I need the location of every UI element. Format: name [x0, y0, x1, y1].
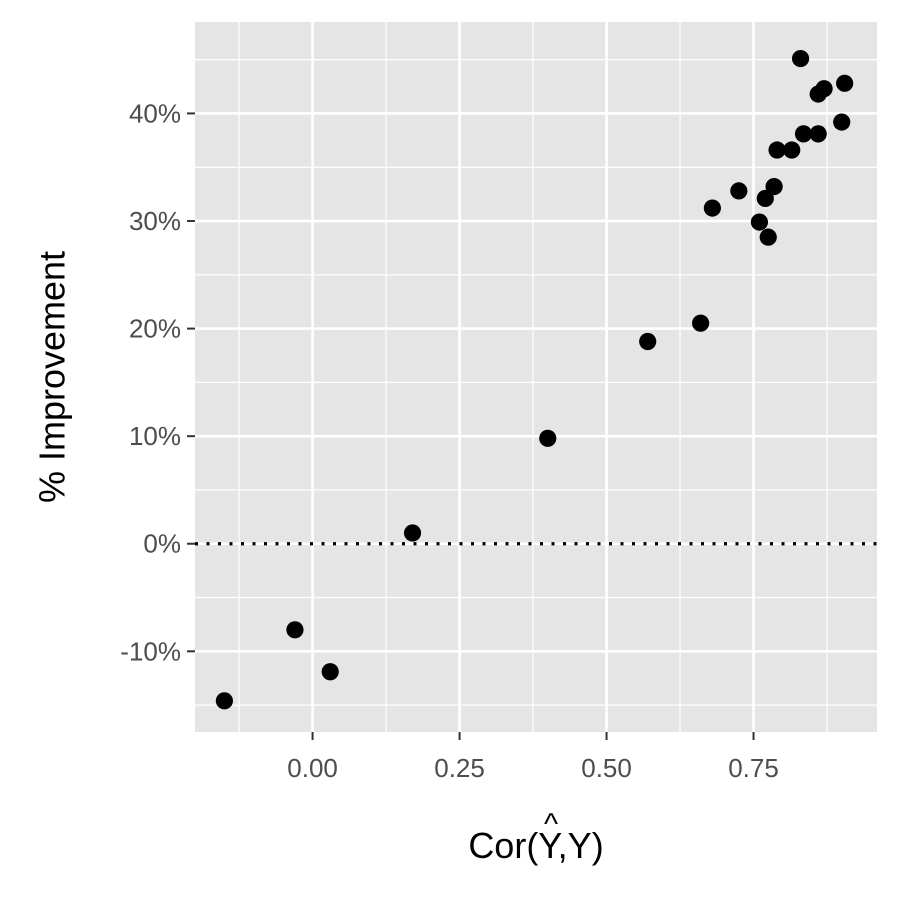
data-point: [768, 141, 786, 159]
data-point: [539, 429, 557, 447]
x-tick-label: 0.25: [434, 753, 485, 783]
x-axis-ticks: 0.00 0.25 0.50 0.75: [287, 732, 779, 783]
data-point: [215, 692, 233, 710]
data-point: [836, 74, 854, 92]
data-point: [703, 199, 721, 217]
data-point: [833, 113, 851, 131]
data-point: [730, 182, 748, 200]
data-points: [215, 49, 854, 710]
x-axis-title: Cor(Y,Y): [468, 825, 603, 866]
data-point: [403, 524, 422, 542]
data-point: [692, 314, 710, 332]
y-tick-label: 30%: [129, 206, 181, 236]
data-point: [750, 213, 769, 231]
x-tick-label: 0.50: [581, 753, 632, 783]
y-axis-title: % Improvement: [32, 251, 73, 503]
y-tick-label: 10%: [129, 421, 181, 451]
y-tick-label: -10%: [120, 636, 181, 666]
y-tick-label: 20%: [129, 314, 181, 344]
data-point: [286, 621, 304, 639]
x-tick-label: 0.75: [728, 753, 779, 783]
major-grid: [195, 22, 877, 732]
x-tick-label: 0.00: [287, 753, 338, 783]
data-point: [783, 141, 801, 159]
data-point: [321, 663, 339, 681]
data-point: [809, 125, 827, 143]
data-point: [759, 228, 777, 246]
plot-panel: [195, 22, 877, 732]
data-point: [765, 177, 783, 196]
data-point: [794, 125, 813, 143]
x-axis-title-hat: ^: [544, 808, 558, 841]
data-point: [756, 189, 774, 208]
data-point: [639, 332, 657, 351]
y-axis-ticks: -10% 0% 10% 20% 30% 40%: [120, 98, 195, 666]
data-point: [815, 80, 833, 98]
y-tick-label: 0%: [143, 529, 181, 559]
data-point: [791, 49, 810, 68]
y-tick-label: 40%: [129, 98, 181, 128]
minor-grid: [195, 22, 877, 732]
